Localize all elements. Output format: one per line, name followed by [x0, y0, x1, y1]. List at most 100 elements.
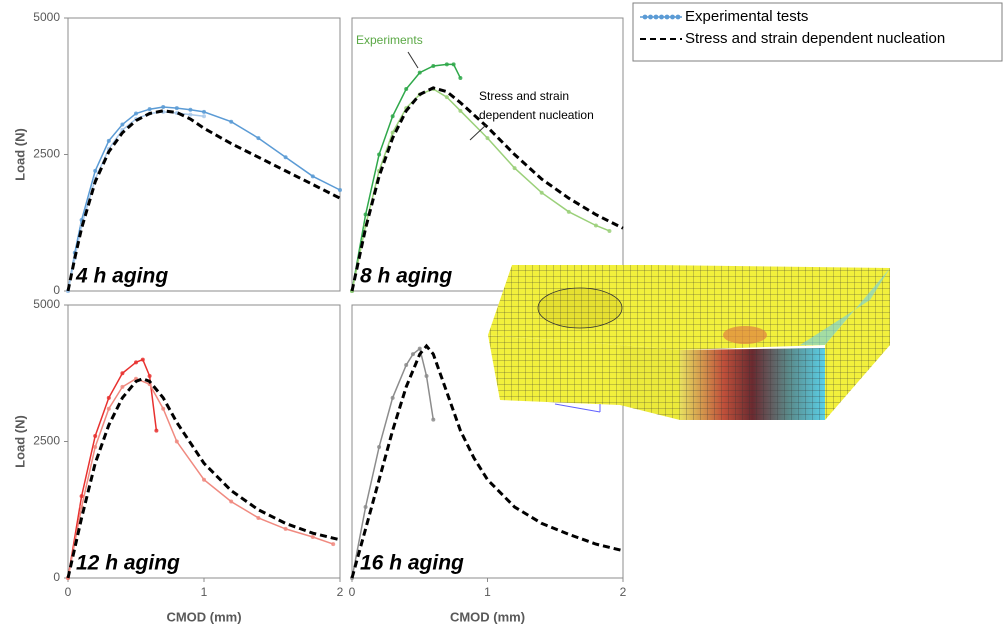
data-line — [352, 64, 460, 291]
data-point — [134, 360, 138, 364]
data-point — [229, 500, 233, 504]
data-point — [418, 347, 422, 351]
plot-frame — [352, 18, 623, 291]
x-tick-label: 2 — [620, 585, 627, 599]
data-point — [188, 108, 192, 112]
data-point — [120, 371, 124, 375]
data-point — [418, 71, 422, 75]
data-point — [458, 109, 462, 113]
legend: Experimental tests Stress and strain depe… — [633, 3, 1002, 61]
data-point — [311, 535, 315, 539]
data-point — [93, 434, 97, 438]
annotation: Stress and strain — [479, 89, 569, 103]
annotation: dependent nucleation — [479, 108, 594, 122]
data-point — [120, 385, 124, 389]
data-point — [175, 440, 179, 444]
data-point — [161, 407, 165, 411]
data-line — [68, 107, 340, 291]
legend-marker — [659, 15, 664, 20]
annotation: Experiments — [356, 33, 423, 47]
data-point — [331, 542, 335, 546]
legend-label: Experimental tests — [685, 8, 808, 25]
data-point — [202, 478, 206, 482]
legend-marker — [665, 15, 670, 20]
data-point — [458, 76, 462, 80]
x-tick-label: 1 — [201, 585, 208, 599]
data-point — [148, 107, 152, 111]
x-tick-label: 0 — [65, 585, 72, 599]
data-point — [154, 429, 158, 433]
y-axis-label: Load (N) — [12, 128, 27, 181]
data-point — [607, 229, 611, 233]
data-point — [107, 396, 111, 400]
x-tick-label: 2 — [337, 585, 344, 599]
data-point — [445, 62, 449, 66]
data-point — [120, 122, 124, 126]
data-point — [134, 112, 138, 116]
data-point — [431, 64, 435, 68]
y-tick-label: 5000 — [33, 297, 60, 311]
data-point — [229, 120, 233, 124]
data-point — [284, 155, 288, 159]
data-point — [377, 445, 381, 449]
y-axis-label: Load (N) — [12, 415, 27, 468]
panel: 8 h aging — [350, 18, 623, 293]
data-point — [404, 87, 408, 91]
data-point — [567, 210, 571, 214]
y-tick-label: 2500 — [33, 434, 60, 448]
data-point — [391, 131, 395, 135]
data-point — [148, 374, 152, 378]
data-point — [377, 153, 381, 157]
data-point — [391, 114, 395, 118]
x-axis-label: CMOD (mm) — [166, 609, 241, 624]
legend-marker — [643, 15, 648, 20]
data-point — [411, 352, 415, 356]
legend-marker — [654, 15, 659, 20]
data-point — [175, 106, 179, 110]
x-tick-label: 0 — [349, 585, 356, 599]
x-tick-label: 1 — [484, 585, 491, 599]
legend-marker — [676, 15, 681, 20]
y-tick-label: 5000 — [33, 10, 60, 24]
data-point — [311, 174, 315, 178]
data-point — [202, 114, 206, 118]
data-point — [452, 62, 456, 66]
legend-marker — [648, 15, 653, 20]
data-line — [352, 349, 433, 578]
data-point — [188, 113, 192, 117]
panel: 025005000012Load (N)CMOD (mm)12 h aging — [12, 297, 343, 624]
data-point — [338, 188, 342, 192]
figure: 025005000Load (N)4 h aging8 h aging02500… — [0, 0, 1008, 626]
y-tick-label: 0 — [53, 283, 60, 297]
data-point — [202, 110, 206, 114]
data-line — [68, 360, 156, 578]
data-point — [93, 169, 97, 173]
legend-marker — [670, 15, 675, 20]
y-tick-label: 2500 — [33, 147, 60, 161]
data-point — [404, 363, 408, 367]
data-point — [391, 396, 395, 400]
panel-label: 16 h aging — [360, 552, 464, 575]
data-point — [93, 445, 97, 449]
plot-frame — [68, 305, 340, 578]
data-point — [141, 358, 145, 362]
mesh-model — [488, 265, 890, 420]
data-point — [107, 139, 111, 143]
data-point — [513, 166, 517, 170]
legend-label: Stress and strain dependent nucleation — [685, 30, 945, 47]
data-point — [431, 418, 435, 422]
annotation-arrow — [470, 125, 486, 140]
data-point — [107, 407, 111, 411]
data-point — [161, 105, 165, 109]
data-point — [364, 505, 368, 509]
data-point — [364, 213, 368, 217]
data-point — [445, 95, 449, 99]
data-point — [256, 516, 260, 520]
data-point — [486, 136, 490, 140]
data-point — [594, 223, 598, 227]
panel-label: 8 h aging — [360, 265, 452, 288]
data-point — [256, 136, 260, 140]
x-axis-label: CMOD (mm) — [450, 609, 525, 624]
annotation-arrow — [408, 52, 418, 68]
